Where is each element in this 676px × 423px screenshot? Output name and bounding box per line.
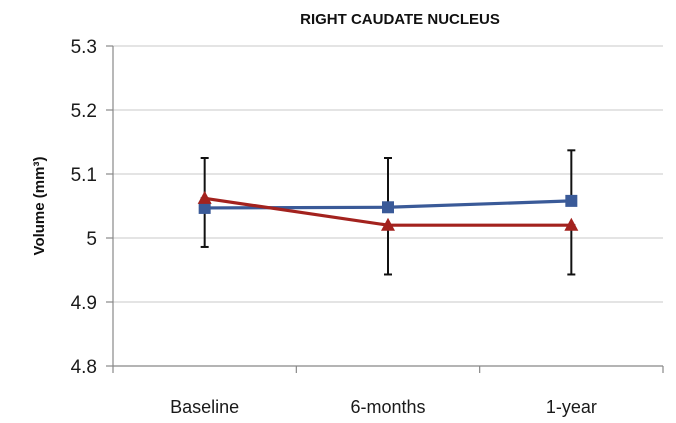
- y-tick-label: 5: [86, 229, 97, 250]
- data-point: [565, 194, 578, 207]
- y-tick-label: 5.3: [71, 37, 97, 58]
- y-axis-label: Volume (mm³): [31, 157, 48, 256]
- y-tick-label: 5.1: [71, 165, 97, 186]
- x-tick-label: 6-months: [350, 397, 425, 417]
- x-tick-labels: Baseline 6-months 1-year: [170, 397, 597, 417]
- data-point: [382, 201, 394, 214]
- chart-title: RIGHT CAUDATE NUCLEUS: [300, 11, 500, 28]
- y-tick-labels: 4.8 4.9 5 5.1 5.2 5.3: [71, 37, 97, 378]
- series: [197, 190, 579, 231]
- y-tick-label: 5.2: [71, 101, 97, 122]
- data-point: [381, 217, 395, 231]
- data-point: [564, 217, 579, 231]
- data-point: [197, 190, 212, 204]
- y-tick-label: 4.8: [71, 357, 97, 378]
- x-tick-label: 1-year: [546, 397, 597, 417]
- data-point: [198, 201, 211, 214]
- x-tick-label: Baseline: [170, 397, 239, 417]
- axes: [106, 45, 664, 373]
- y-tick-label: 4.9: [71, 293, 97, 314]
